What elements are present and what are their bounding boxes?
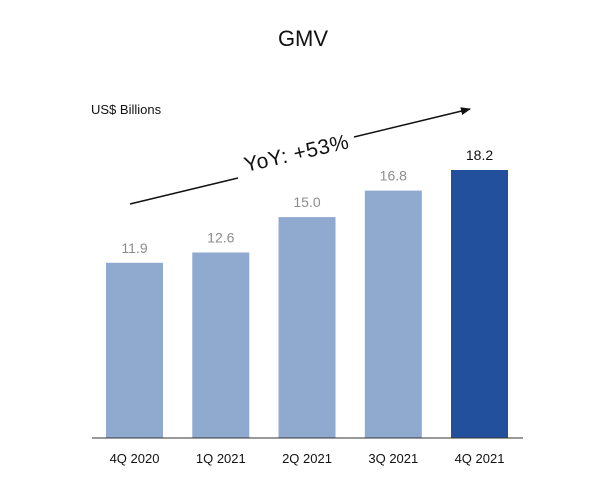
bars-group bbox=[106, 170, 508, 438]
value-label: 15.0 bbox=[293, 194, 320, 210]
value-label: 18.2 bbox=[466, 147, 493, 163]
bar-4q-2021 bbox=[451, 170, 508, 438]
chart-title: GMV bbox=[278, 26, 328, 51]
yoy-arrow-tail bbox=[129, 177, 239, 205]
unit-label: US$ Billions bbox=[91, 102, 162, 117]
yoy-annotation: YoY: +53% bbox=[129, 107, 471, 205]
yoy-arrow-head bbox=[353, 107, 471, 138]
category-label: 2Q 2021 bbox=[282, 451, 332, 466]
category-labels-group: 4Q 2020 1Q 2021 2Q 2021 3Q 2021 4Q 2021 bbox=[110, 451, 505, 466]
bar-2q-2021 bbox=[278, 217, 336, 438]
value-label: 16.8 bbox=[380, 168, 407, 184]
value-label: 11.9 bbox=[121, 240, 147, 256]
bar-3q-2021 bbox=[364, 190, 422, 438]
value-label: 12.6 bbox=[207, 230, 234, 246]
bar-1q-2021 bbox=[192, 252, 250, 438]
category-label: 3Q 2021 bbox=[368, 451, 418, 466]
yoy-annotation-text: YoY: +53% bbox=[242, 130, 352, 176]
category-label: 4Q 2020 bbox=[110, 451, 160, 466]
bar-4q-2020 bbox=[106, 262, 163, 438]
category-label: 4Q 2021 bbox=[455, 451, 505, 466]
value-labels-group: 11.9 12.6 15.0 16.8 18.2 bbox=[121, 147, 493, 256]
category-label: 1Q 2021 bbox=[196, 451, 246, 466]
